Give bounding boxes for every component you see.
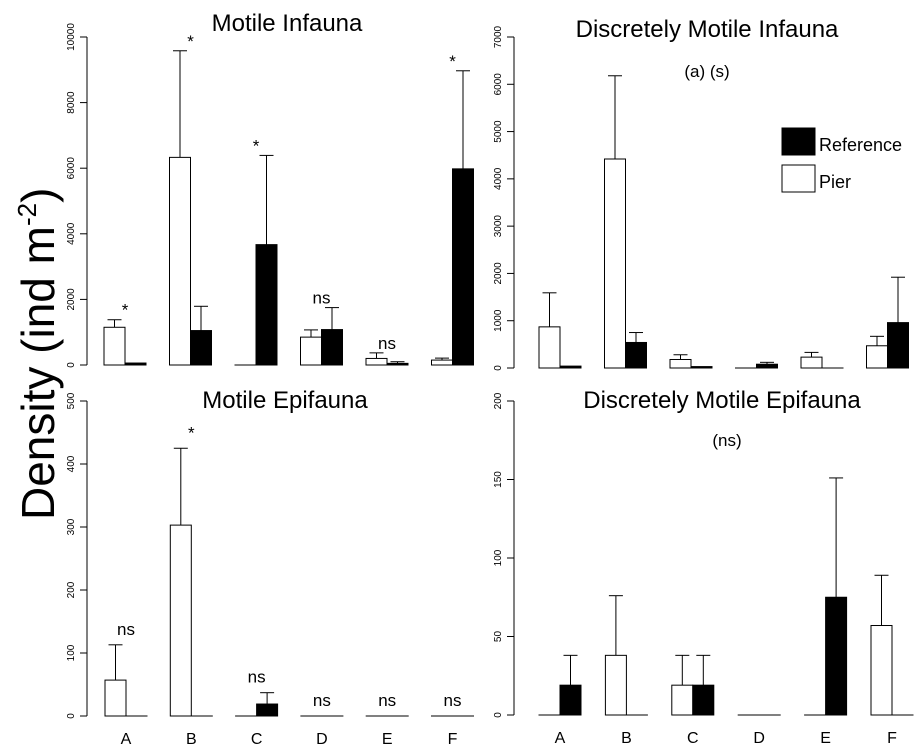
panel-subtitle: (a) (s)	[684, 62, 729, 81]
bar-reference	[452, 168, 474, 366]
y-tick-label: 8000	[66, 91, 77, 114]
x-tick-label: B	[621, 730, 632, 747]
bar-pier	[870, 625, 893, 716]
bar-reference	[625, 341, 647, 369]
y-tick-label: 1000	[493, 309, 504, 332]
bar-pier	[866, 345, 888, 369]
bar-reference	[321, 329, 343, 366]
x-tick-label: D	[753, 730, 765, 747]
significance-label: *	[187, 32, 194, 51]
bar-pier	[365, 357, 388, 366]
y-tick-label: 0	[66, 362, 77, 368]
y-tick-label: 3000	[493, 215, 504, 238]
x-tick-label: D	[316, 731, 328, 748]
x-tick-label: F	[448, 731, 458, 748]
panel-title: Motile Epifauna	[202, 387, 368, 414]
bar-pier	[669, 358, 692, 369]
panel-discretely-motile-infauna: Discretely Motile Infauna (a) (s) 0 1000 2…	[493, 16, 909, 371]
bar-pier	[604, 158, 626, 369]
y-tick-label: 200	[493, 392, 504, 409]
x-tick-label: E	[820, 730, 831, 747]
bar-reference	[386, 362, 409, 366]
x-tick-label: A	[555, 730, 566, 747]
bar-reference	[255, 244, 278, 366]
panel-motile-infauna: Motile Infauna 0 2000 4000 6000 8000 10000 * * *…	[66, 10, 474, 368]
significance-label: ns	[313, 691, 331, 710]
y-tick-label: 6000	[493, 73, 504, 96]
bar-reference	[124, 362, 147, 366]
y-tick-label: 4000	[66, 222, 77, 245]
y-tick-label: 4000	[493, 167, 504, 190]
x-tick-label: C	[251, 731, 263, 748]
significance-label: ns	[248, 668, 266, 687]
y-tick-label: 0	[66, 713, 77, 719]
x-tick-label: A	[121, 731, 132, 748]
bar-pier	[169, 156, 191, 366]
bar-pier	[104, 679, 127, 717]
significance-label: ns	[444, 691, 462, 710]
y-tick-label: 200	[66, 581, 77, 598]
panel-discretely-motile-epifauna: Discretely Motile Epifauna (ns) 0 50 100 15…	[493, 387, 914, 747]
significance-label: *	[122, 301, 129, 320]
bar-reference	[825, 596, 848, 716]
panel-title: Discretely Motile Infauna	[576, 16, 839, 43]
significance-label: ns	[378, 691, 396, 710]
y-tick-label: 100	[66, 644, 77, 661]
y-tick-label: 0	[493, 712, 504, 718]
bar-reference	[887, 322, 909, 369]
bar-reference	[559, 365, 582, 369]
y-tick-label: 10000	[66, 23, 77, 51]
panel-title: Discretely Motile Epifauna	[583, 387, 861, 414]
significance-label: *	[253, 136, 260, 155]
panel-title: Motile Infauna	[212, 10, 363, 37]
legend-swatch-reference	[781, 127, 816, 156]
legend-label-pier: Pier	[819, 172, 851, 192]
x-tick-label: E	[382, 731, 393, 748]
y-tick-label: 0	[493, 365, 504, 371]
y-tick-label: 2000	[493, 262, 504, 285]
significance-label: ns	[117, 620, 135, 639]
bar-pier	[604, 654, 627, 716]
significance-label: ns	[313, 289, 331, 308]
y-tick-label: 5000	[493, 120, 504, 143]
significance-label: ns	[378, 334, 396, 353]
x-tick-label: C	[687, 730, 699, 747]
y-tick-label: 150	[493, 471, 504, 488]
x-tick-label: F	[887, 730, 897, 747]
y-tick-label: 50	[493, 631, 504, 643]
bar-pier	[431, 359, 453, 366]
significance-label: *	[188, 423, 195, 442]
significance-label: *	[449, 52, 456, 71]
y-tick-label: 300	[66, 518, 77, 535]
bar-reference	[756, 363, 778, 369]
panel-motile-epifauna: Motile Epifauna 0 100 200 300 400 500 ns A * Bns C…	[66, 387, 474, 748]
legend-swatch-pier	[781, 164, 816, 193]
bar-pier	[800, 356, 823, 369]
bar-pier	[671, 684, 694, 716]
bar-reference	[559, 684, 582, 716]
y-tick-label: 7000	[493, 25, 504, 48]
bar-pier	[300, 336, 322, 366]
bar-reference	[692, 684, 715, 716]
y-tick-label: 100	[493, 549, 504, 566]
y-tick-label: 6000	[66, 157, 77, 180]
y-tick-label: 500	[66, 392, 77, 409]
bar-reference	[256, 703, 279, 717]
legend: Reference Pier	[781, 127, 902, 193]
bar-pier	[538, 326, 561, 369]
y-tick-label: 400	[66, 455, 77, 472]
bar-reference	[690, 366, 713, 369]
x-tick-label: B	[186, 731, 197, 748]
y-tick-label: 2000	[66, 288, 77, 311]
bar-pier	[103, 326, 126, 366]
bar-reference	[190, 330, 212, 366]
y-axis-label: Density (ind m-2)	[12, 188, 64, 520]
bar-pier	[169, 524, 192, 717]
legend-label-reference: Reference	[819, 135, 902, 155]
panel-subtitle: (ns)	[712, 431, 741, 450]
